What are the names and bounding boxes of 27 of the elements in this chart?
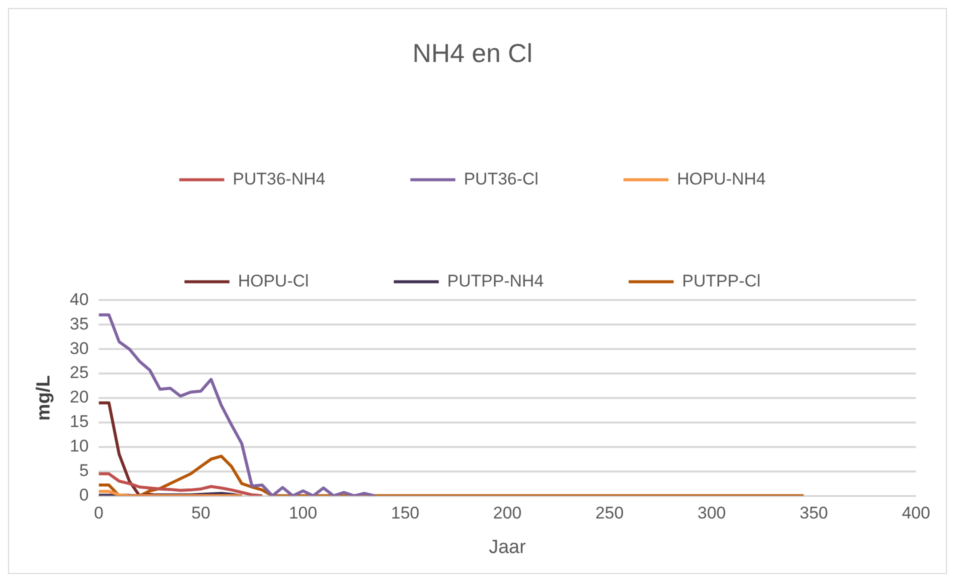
x-tick-label: 400 <box>902 504 930 523</box>
y-tick-label: 30 <box>70 338 89 358</box>
y-tick-label: 10 <box>70 436 89 456</box>
y-tick-label: 20 <box>70 388 89 407</box>
y-tick-label: 5 <box>79 461 89 480</box>
x-axis-title: Jaar <box>488 536 527 558</box>
legend-label: PUTPP-NH4 <box>447 271 544 290</box>
x-tick-label: 200 <box>493 504 522 523</box>
x-tick-label: 300 <box>697 504 726 523</box>
y-axis-title: mg/L <box>34 374 55 421</box>
legend-label: PUT36-NH4 <box>232 169 326 188</box>
y-tick-label: 0 <box>79 485 89 504</box>
y-tick-label: 15 <box>70 412 89 432</box>
x-tick-label: 250 <box>595 504 624 523</box>
x-tick-label: 150 <box>391 504 420 523</box>
x-tick-label: 50 <box>191 504 210 523</box>
legend-label: HOPU-NH4 <box>676 169 766 188</box>
y-tick-label: 35 <box>70 314 89 334</box>
legend-label: HOPU-Cl <box>238 271 309 290</box>
y-tick-label: 25 <box>70 363 89 382</box>
legend-label: PUT36-Cl <box>464 169 538 188</box>
legend-label: PUTPP-Cl <box>682 271 761 290</box>
x-tick-label: 350 <box>800 504 828 523</box>
chart-title: NH4 en Cl <box>412 38 532 68</box>
x-tick-label: 100 <box>288 504 318 523</box>
y-tick-label: 40 <box>70 290 89 309</box>
x-tick-label: 0 <box>94 504 104 523</box>
